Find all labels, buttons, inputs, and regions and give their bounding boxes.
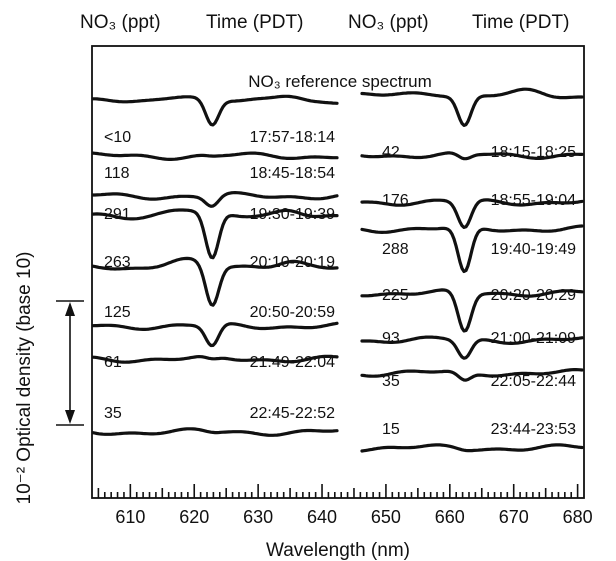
spectrum-line-left-1 — [91, 191, 339, 208]
spectrum-line-right-6 — [360, 443, 584, 453]
spectrum-conc-label: 61 — [104, 354, 122, 371]
spectrum-line-left-5 — [91, 354, 339, 364]
spectrum-line-right-2 — [360, 224, 584, 274]
spectrum-conc-label: 176 — [382, 192, 409, 209]
x-tick-label: 610 — [115, 507, 145, 527]
spectrum-line-left-4 — [91, 321, 339, 348]
x-tick-label: 630 — [243, 507, 273, 527]
x-axis-label: Wavelength (nm) — [266, 540, 410, 561]
x-axis-ticks: 610 620 630 640 650 660 670 680 — [97, 484, 593, 527]
x-tick-label: 660 — [435, 507, 465, 527]
spectrum-time-label: 22:45-22:52 — [250, 405, 336, 422]
plot-frame — [91, 45, 585, 499]
y-axis-label: 10⁻² Optical density (base 10) — [14, 252, 35, 505]
spectrum-time-label: 18:55-19:04 — [491, 192, 577, 209]
spectrum-line-right-1 — [360, 198, 584, 229]
spectrum-time-label: 18:15-18:25 — [491, 144, 577, 161]
spectrum-conc-label: 125 — [104, 304, 131, 321]
x-tick-label: 620 — [179, 507, 209, 527]
spectrum-time-label: 22:05-22:44 — [491, 373, 577, 390]
reference-spectrum-left — [91, 94, 339, 127]
spectrum-time-label: 21:49-22:04 — [250, 354, 336, 371]
spectrum-conc-label: 35 — [382, 373, 400, 390]
reference-spectrum-right — [360, 87, 584, 127]
spectrum-time-label: 20:10-20:19 — [250, 254, 336, 271]
spectrum-line-right-4 — [360, 335, 584, 360]
reference-spectrum-label: NO₃ reference spectrum — [248, 72, 432, 91]
spectrum-conc-label: 225 — [382, 287, 409, 304]
spectrum-conc-label: 118 — [104, 165, 130, 182]
spectrum-line-left-3 — [91, 256, 339, 307]
scale-bar-arrow-down — [65, 410, 75, 424]
x-tick-label: 680 — [563, 507, 593, 527]
spectrum-line-right-3 — [360, 288, 584, 333]
spectrum-time-label: 19:40-19:49 — [491, 241, 577, 258]
spectrum-conc-label: 263 — [104, 254, 131, 271]
spectrum-time-label: 20:50-20:59 — [250, 304, 336, 321]
spectrum-time-label: 17:57-18:14 — [250, 129, 336, 146]
spectrum-line-left-2 — [91, 208, 339, 260]
spectrum-time-label: 23:44-23:53 — [491, 421, 577, 438]
spectrum-conc-label: <10 — [104, 129, 131, 146]
right-header-conc: NO₃ (ppt) — [348, 12, 429, 33]
spectrum-time-label: 18:45-18:54 — [250, 165, 336, 182]
spectrum-line-right-0 — [360, 151, 584, 161]
spectrum-time-label: 21:00-21:09 — [491, 330, 577, 347]
spectrum-time-label: 19:30-19:39 — [250, 206, 336, 223]
spectrum-conc-label: 15 — [382, 421, 400, 438]
spectrum-line-left-6 — [91, 427, 339, 437]
spectrum-conc-label: 288 — [382, 241, 409, 258]
right-header-time: Time (PDT) — [472, 12, 569, 33]
spectrum-time-label: 20:20-20:29 — [491, 287, 577, 304]
spectrum-conc-label: 35 — [104, 405, 122, 422]
x-tick-label: 640 — [307, 507, 337, 527]
spectrum-conc-label: 93 — [382, 330, 400, 347]
spectrum-line-right-5 — [360, 368, 584, 382]
scale-bar-arrow-up — [65, 302, 75, 316]
left-header-conc: NO₃ (ppt) — [80, 12, 161, 33]
spectra-series: <10 17:57-18:14 118 18:45-18:54 291 19:30-19:… — [91, 87, 584, 453]
spectrum-conc-label: 42 — [382, 144, 400, 161]
scale-bar — [56, 300, 84, 426]
x-tick-label: 670 — [499, 507, 529, 527]
spectrum-line-left-0 — [91, 151, 339, 161]
left-header-time: Time (PDT) — [206, 12, 303, 33]
spectrum-conc-label: 291 — [104, 206, 131, 223]
x-tick-label: 650 — [371, 507, 401, 527]
